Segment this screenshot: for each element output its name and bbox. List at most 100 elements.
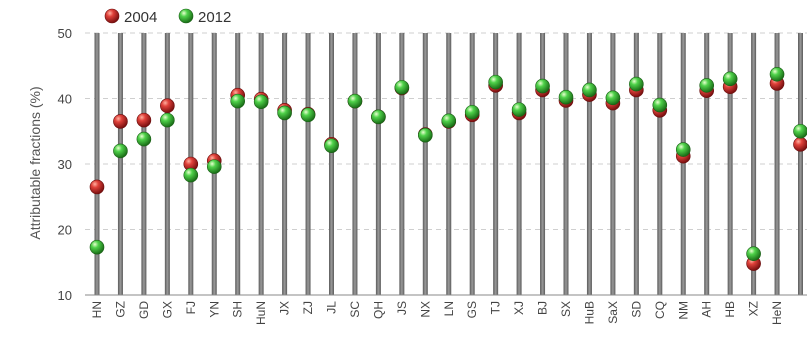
point-2004: [160, 98, 175, 114]
category-pole: [258, 33, 264, 295]
x-tick-label: GD: [137, 301, 151, 319]
category-pole: [94, 33, 100, 295]
point-2012: [722, 71, 738, 87]
point-2012: [230, 93, 245, 109]
point-2004: [89, 179, 105, 195]
point-2012: [675, 142, 691, 157]
x-tick-label: HuB: [582, 301, 596, 324]
legend-label-2012: 2012: [198, 9, 231, 26]
x-tick-label: LN: [442, 301, 456, 316]
point-2012: [793, 123, 807, 139]
point-2012: [183, 167, 199, 183]
category-pole: [563, 33, 569, 295]
point-2012: [206, 159, 222, 174]
category-pole: [540, 33, 546, 295]
point-2012: [582, 82, 597, 98]
y-tick-label: 50: [58, 26, 72, 41]
y-axis-ticks: 10 20 30 40 50: [58, 26, 72, 303]
data-points: [89, 66, 807, 271]
point-2012: [417, 127, 433, 143]
legend-label-2004: 2004: [124, 9, 157, 26]
category-pole: [493, 33, 499, 295]
legend-marker-2012: [178, 8, 194, 24]
point-2012: [136, 131, 152, 147]
category-pole: [329, 33, 334, 295]
point-2012: [629, 76, 644, 92]
point-2012: [769, 66, 785, 82]
point-2012: [160, 112, 175, 128]
category-pole: [516, 33, 522, 295]
category-pole: [422, 33, 428, 295]
x-tick-label: HuN: [254, 301, 268, 325]
category-pole: [751, 33, 757, 295]
category-pole: [798, 33, 803, 295]
point-2012: [464, 104, 480, 120]
x-tick-label: SaX: [606, 301, 620, 324]
category-poles: [94, 33, 803, 295]
point-2012: [324, 138, 339, 153]
category-pole: [727, 33, 733, 295]
x-tick-label: HN: [90, 301, 104, 318]
point-2012: [371, 109, 386, 125]
category-pole: [610, 33, 616, 295]
grid-lines: [85, 32, 807, 230]
x-axis-labels: HN GZ GD GX FJ YN SH HuN JX ZJ JL SC QH JS NX LN GS TJ XJ B…: [90, 301, 784, 325]
x-tick-label: XJ: [512, 301, 526, 315]
point-2012: [746, 246, 761, 262]
point-2012: [488, 74, 503, 90]
category-pole: [375, 33, 381, 295]
category-pole: [352, 33, 358, 295]
point-2012: [511, 102, 527, 117]
x-tick-label: SD: [629, 301, 643, 318]
x-tick-label: CQ: [653, 301, 667, 319]
x-tick-label: JX: [278, 301, 292, 315]
y-tick-label: 10: [58, 288, 72, 303]
category-pole: [117, 33, 123, 295]
x-tick-label: NX: [418, 301, 432, 318]
x-tick-label: SX: [559, 301, 573, 317]
x-tick-label: ZJ: [301, 301, 315, 314]
x-tick-label: JL: [325, 301, 339, 314]
point-2012: [347, 93, 363, 109]
point-2012: [699, 78, 715, 93]
x-tick-label: FJ: [184, 301, 198, 314]
point-2012: [394, 80, 410, 95]
x-tick-label: TJ: [489, 301, 503, 314]
point-2012: [605, 90, 621, 106]
point-2012: [652, 97, 668, 113]
legend: 2004 2012: [104, 8, 231, 26]
x-tick-label: HeN: [770, 301, 784, 325]
category-pole: [235, 33, 241, 295]
y-axis-label: Attributable fractions (%): [27, 86, 43, 239]
category-pole: [305, 33, 311, 295]
category-pole: [586, 33, 592, 295]
category-pole: [164, 33, 170, 295]
point-2012: [558, 89, 574, 105]
category-pole: [446, 33, 452, 295]
y-tick-label: 20: [58, 223, 72, 238]
category-pole: [633, 33, 639, 295]
y-tick-label: 30: [58, 157, 72, 172]
point-2012: [253, 94, 269, 110]
legend-marker-2004: [104, 8, 120, 24]
category-pole: [469, 33, 475, 295]
x-tick-label: GZ: [113, 301, 127, 318]
category-pole: [774, 33, 780, 295]
x-tick-label: GS: [465, 301, 479, 318]
x-tick-label: QH: [371, 301, 385, 319]
x-tick-label: HB: [723, 301, 737, 318]
category-pole: [704, 33, 710, 295]
y-tick-label: 40: [58, 92, 72, 107]
point-2012: [300, 107, 316, 123]
x-tick-label: XZ: [747, 301, 761, 316]
point-2012: [441, 113, 457, 129]
category-pole: [657, 33, 663, 295]
x-tick-label: AH: [700, 301, 714, 318]
x-tick-label: NM: [676, 301, 690, 320]
x-tick-label: GX: [160, 301, 174, 318]
point-2012: [535, 78, 550, 94]
point-2012: [277, 105, 292, 121]
x-tick-label: BJ: [536, 301, 550, 315]
category-pole: [399, 33, 405, 295]
